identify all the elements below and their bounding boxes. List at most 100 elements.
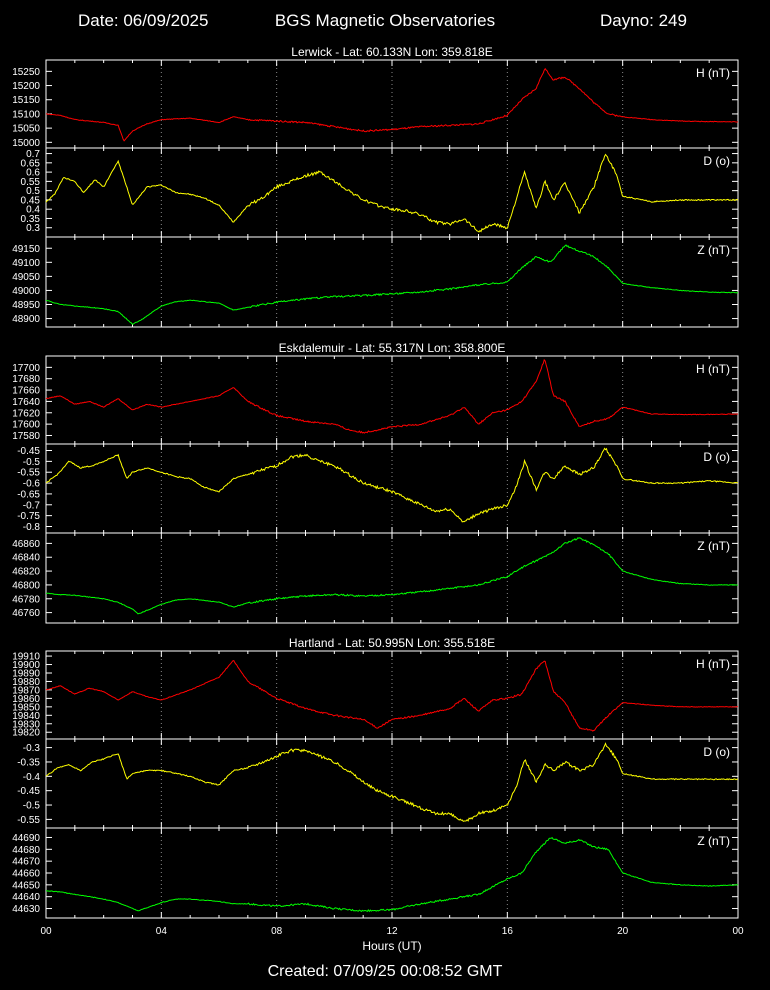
y-tick-label: 15050 xyxy=(12,124,40,135)
header-date: Date: 06/09/2025 xyxy=(78,11,208,30)
y-tick-label: 49150 xyxy=(12,244,40,255)
y-tick-label: -0.6 xyxy=(23,479,41,490)
header-title: BGS Magnetic Observatories xyxy=(275,11,495,30)
y-tick-label: 15100 xyxy=(12,109,40,120)
series-Z xyxy=(45,244,739,325)
y-tick-label: 0.65 xyxy=(21,158,41,169)
y-tick-label: 0.5 xyxy=(26,186,40,197)
series-H xyxy=(45,660,739,732)
station-0: Lerwick - Lat: 60.133N Lon: 359.818E 1525… xyxy=(12,45,739,328)
y-tick-label: 46800 xyxy=(12,580,40,591)
y-tick-label: 19900 xyxy=(12,660,40,671)
y-tick-label: 19850 xyxy=(12,702,40,713)
y-tick-label: 44650 xyxy=(12,880,40,891)
component-label: Z (nT) xyxy=(697,243,730,257)
y-tick-label: 17580 xyxy=(12,431,40,442)
panel-Z: 46860 46840 46820 46800 46780 46760 Z (nT) xyxy=(12,532,739,624)
y-tick-label: 17640 xyxy=(12,397,40,408)
y-tick-label: 19820 xyxy=(12,728,40,739)
y-tick-label: 0.35 xyxy=(21,214,41,225)
y-tick-label: 17620 xyxy=(12,408,40,419)
series-Z xyxy=(45,537,739,615)
y-tick-label: 19890 xyxy=(12,669,40,680)
x-tick-label: 04 xyxy=(156,926,168,937)
y-tick-label: 49050 xyxy=(12,272,40,283)
y-tick-label: -0.4 xyxy=(23,772,41,783)
panel-H: 15250 15200 15150 15100 15050 15000 H (nT) xyxy=(12,59,739,149)
created-timestamp: Created: 07/09/25 00:08:52 GMT xyxy=(268,963,503,980)
y-tick-label: 15150 xyxy=(12,95,40,106)
series-H xyxy=(45,358,739,434)
panel-Z: 49150 49100 49050 49000 48950 48900 Z (nT) xyxy=(12,236,739,328)
y-tick-label: 17700 xyxy=(12,363,40,374)
series-H xyxy=(46,67,739,142)
x-tick-label: 20 xyxy=(617,926,629,937)
panel-D: -0.3 -0.35 -0.4 -0.45 -0.5 -0.55 D (o) xyxy=(17,738,739,829)
y-tick-label: -0.45 xyxy=(17,446,40,457)
y-tick-label: -0.5 xyxy=(23,457,41,468)
x-tick-label: 12 xyxy=(386,926,398,937)
y-tick-label: 15200 xyxy=(12,81,40,92)
y-tick-label: -0.65 xyxy=(17,489,40,500)
station-title: Lerwick - Lat: 60.133N Lon: 359.818E xyxy=(291,45,492,59)
y-tick-label: -0.3 xyxy=(23,743,41,754)
component-label: Z (nT) xyxy=(697,539,730,553)
y-tick-label: 44630 xyxy=(12,904,40,915)
series-D xyxy=(45,153,739,233)
y-tick-label: 46860 xyxy=(12,539,40,550)
x-tick-label: 16 xyxy=(502,926,514,937)
y-tick-label: -0.55 xyxy=(17,815,40,826)
y-tick-label: 0.3 xyxy=(26,223,40,234)
y-tick-label: -0.5 xyxy=(23,801,41,812)
component-label: D (o) xyxy=(703,745,730,759)
x-axis-label: Hours (UT) xyxy=(362,939,421,953)
component-label: H (nT) xyxy=(696,657,730,671)
y-tick-label: 44640 xyxy=(12,892,40,903)
y-tick-label: 0.4 xyxy=(26,205,40,216)
y-tick-label: 19870 xyxy=(12,685,40,696)
y-tick-label: -0.7 xyxy=(23,500,41,511)
y-tick-label: 19910 xyxy=(12,652,40,663)
y-tick-label: 44690 xyxy=(12,833,40,844)
y-tick-label: 49100 xyxy=(12,258,40,269)
panel-H: 1991019900198901988019870198601985019840… xyxy=(12,650,739,740)
station-title: Eskdalemuir - Lat: 55.317N Lon: 358.800E xyxy=(279,341,506,355)
component-label: D (o) xyxy=(703,154,730,168)
panel-D: -0.45-0.5-0.55-0.6-0.65-0.7-0.75-0.8 D (o… xyxy=(17,443,739,534)
y-tick-label: 0.6 xyxy=(26,168,40,179)
header-dayno: Dayno: 249 xyxy=(600,11,687,30)
y-tick-label: 44680 xyxy=(12,845,40,856)
component-label: D (o) xyxy=(703,450,730,464)
y-tick-label: 44660 xyxy=(12,869,40,880)
x-tick-label: 00 xyxy=(732,926,744,937)
series-Z xyxy=(46,836,739,913)
plots: Lerwick - Lat: 60.133N Lon: 359.818E 1525… xyxy=(12,45,744,937)
component-label: Z (nT) xyxy=(697,834,730,848)
y-tick-label: 46820 xyxy=(12,567,40,578)
y-tick-label: 44670 xyxy=(12,857,40,868)
station-1: Eskdalemuir - Lat: 55.317N Lon: 358.800E… xyxy=(12,341,739,624)
y-tick-label: 48950 xyxy=(12,300,40,311)
y-tick-label: -0.55 xyxy=(17,468,40,479)
x-tick-label: 00 xyxy=(40,926,52,937)
station-title: Hartland - Lat: 50.995N Lon: 355.518E xyxy=(289,636,495,650)
y-tick-label: 19840 xyxy=(12,711,40,722)
component-label: H (nT) xyxy=(696,66,730,80)
y-tick-label: -0.35 xyxy=(17,757,40,768)
y-tick-label: -0.8 xyxy=(23,522,41,533)
y-tick-label: 46780 xyxy=(12,594,40,605)
y-tick-label: 17600 xyxy=(12,420,40,431)
y-tick-label: -0.75 xyxy=(17,511,40,522)
x-tick-label: 08 xyxy=(271,926,283,937)
y-tick-label: 15250 xyxy=(12,67,40,78)
y-tick-label: 49000 xyxy=(12,286,40,297)
y-tick-label: 19860 xyxy=(12,694,40,705)
y-tick-label: 19880 xyxy=(12,677,40,688)
y-tick-label: 19830 xyxy=(12,719,40,730)
panel-D: 0.70.650.60.550.50.450.40.350.3 D (o) xyxy=(21,147,739,238)
y-tick-label: -0.45 xyxy=(17,786,40,797)
series-D xyxy=(45,447,739,523)
